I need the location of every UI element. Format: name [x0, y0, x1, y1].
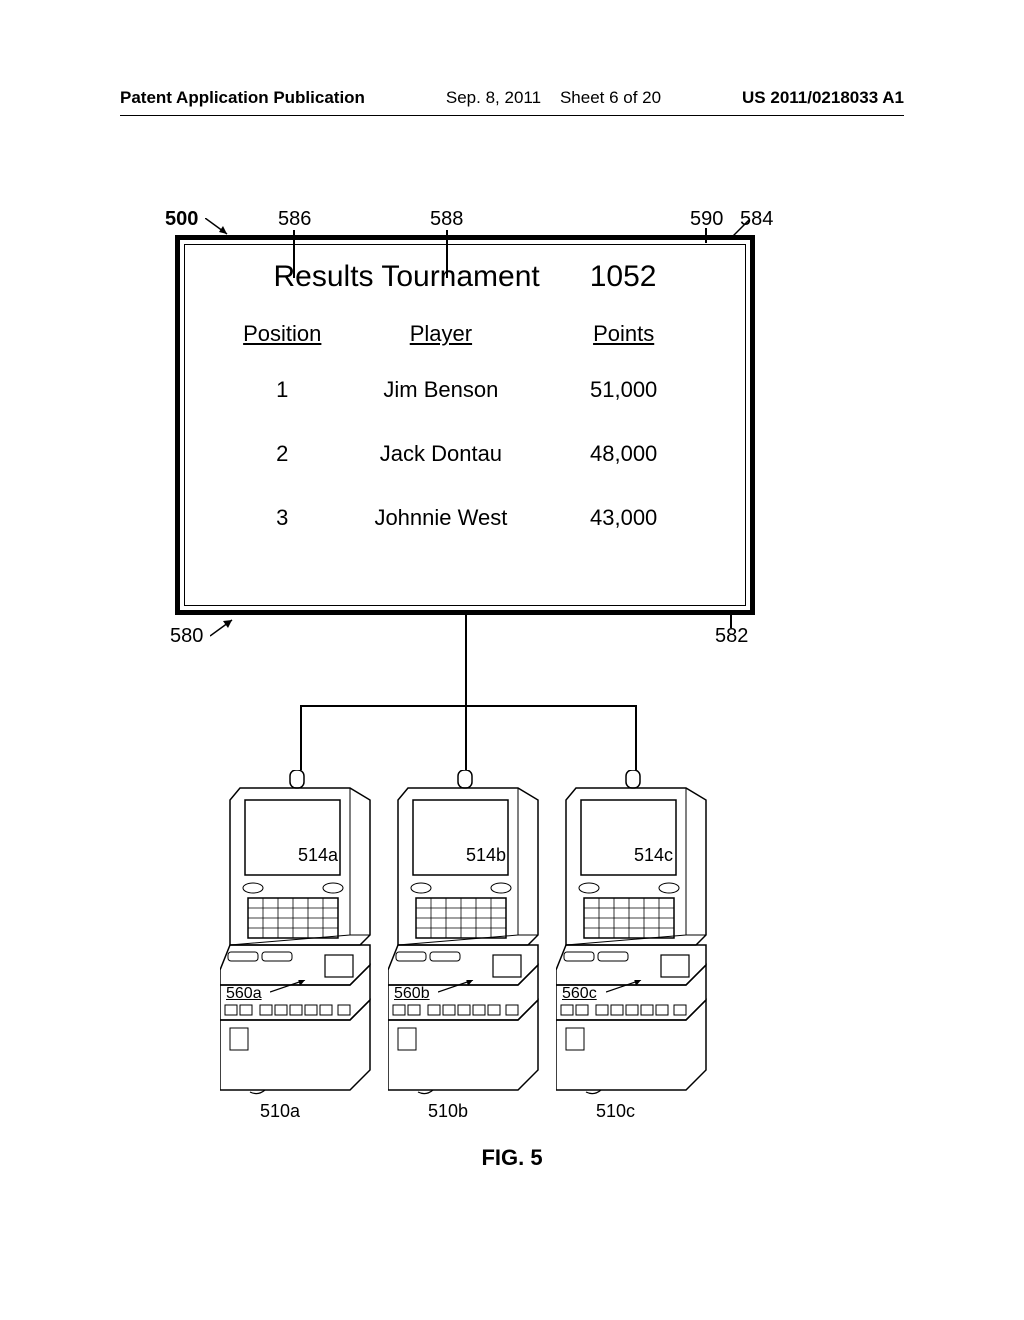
machine-b: 514b 560b 510b [388, 770, 548, 1100]
header-date: Sep. 8, 2011 [446, 88, 541, 107]
cell-pos: 2 [222, 423, 343, 485]
machines-row: 514a 560a 510a [220, 770, 716, 1100]
ref-586: 586 [278, 208, 311, 231]
ref-510c: 510c [596, 1101, 635, 1122]
ref-560b: 560b [394, 985, 430, 1003]
cell-points: 51,000 [539, 359, 708, 421]
cell-points: 48,000 [539, 423, 708, 485]
header-left: Patent Application Publication [120, 88, 365, 108]
ref-500: 500 [165, 208, 198, 231]
ref-514b: 514b [466, 845, 506, 866]
leaderboard: Results Tournament 1052 Position Player … [175, 235, 755, 615]
col-position: Position [222, 321, 343, 357]
cell-player: Johnnie West [345, 487, 538, 549]
table-row: 1 Jim Benson 51,000 [222, 359, 708, 421]
cell-player: Jim Benson [345, 359, 538, 421]
header-center: Sep. 8, 2011 Sheet 6 of 20 [446, 88, 661, 108]
header-sheet: Sheet 6 of 20 [560, 88, 661, 107]
header-rule [120, 115, 904, 116]
table-row: 3 Johnnie West 43,000 [222, 487, 708, 549]
ref-560a: 560a [226, 985, 262, 1003]
col-points: Points [539, 321, 708, 357]
leaderboard-inner: Results Tournament 1052 Position Player … [184, 244, 746, 606]
cell-pos: 3 [222, 487, 343, 549]
board-id: 1052 [590, 260, 657, 294]
ref-588: 588 [430, 208, 463, 231]
cell-player: Jack Dontau [345, 423, 538, 485]
lead-582 [730, 610, 732, 628]
cell-points: 43,000 [539, 487, 708, 549]
ref-514c: 514c [634, 845, 673, 866]
table-row: 2 Jack Dontau 48,000 [222, 423, 708, 485]
cell-pos: 1 [222, 359, 343, 421]
ref-560c: 560c [562, 985, 597, 1003]
results-table: Position Player Points 1 Jim Benson 51,0… [220, 319, 710, 551]
figure-caption: FIG. 5 [0, 1145, 1024, 1171]
conn-horiz [300, 705, 635, 707]
ref-510b: 510b [428, 1101, 468, 1122]
ref-510a: 510a [260, 1101, 300, 1122]
conn-vert-c [635, 705, 637, 770]
conn-vert-a [300, 705, 302, 770]
arrow-580 [210, 618, 240, 638]
ref-514a: 514a [298, 845, 338, 866]
machine-c: 514c 560c 510c [556, 770, 716, 1100]
conn-vert-main [465, 615, 467, 705]
ref-590: 590 [690, 208, 723, 231]
header-right: US 2011/0218033 A1 [742, 88, 904, 108]
board-title: Results Tournament [274, 260, 540, 294]
machine-a: 514a 560a 510a [220, 770, 380, 1100]
ref-582: 582 [715, 625, 748, 648]
conn-vert-b [465, 705, 467, 770]
col-player: Player [345, 321, 538, 357]
ref-580: 580 [170, 625, 203, 648]
